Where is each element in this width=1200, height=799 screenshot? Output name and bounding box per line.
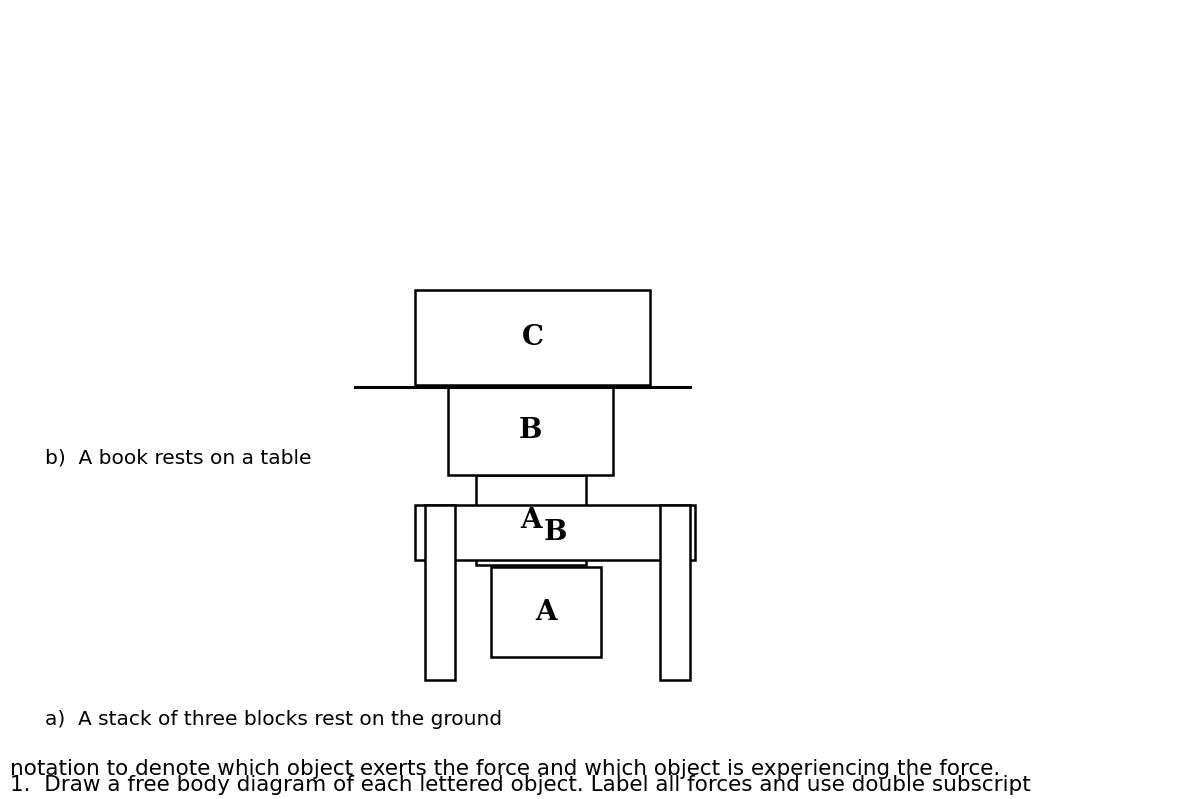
- Text: C: C: [522, 324, 544, 351]
- Text: a)  A stack of three blocks rest on the ground: a) A stack of three blocks rest on the g…: [46, 710, 502, 729]
- Text: 1.  Draw a free body diagram of each lettered object. Label all forces and use d: 1. Draw a free body diagram of each lett…: [10, 775, 1031, 795]
- Text: A: A: [535, 598, 557, 626]
- Bar: [415, 290, 650, 385]
- Text: b)  A book rests on a table: b) A book rests on a table: [46, 448, 312, 467]
- Bar: [660, 505, 690, 680]
- Bar: [448, 385, 613, 475]
- Bar: [415, 505, 695, 560]
- Text: B: B: [518, 416, 542, 443]
- Text: B: B: [544, 519, 566, 546]
- Text: notation to denote which object exerts the force and which object is experiencin: notation to denote which object exerts t…: [10, 759, 1001, 779]
- Text: A: A: [520, 507, 542, 534]
- Bar: [491, 567, 601, 657]
- Bar: [476, 475, 586, 565]
- Bar: [425, 505, 455, 680]
